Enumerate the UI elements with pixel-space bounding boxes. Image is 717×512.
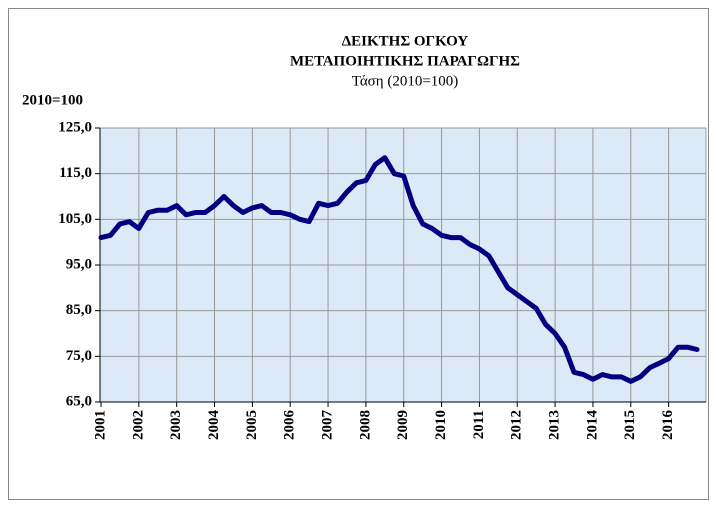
y-tick-label: 125,0 — [58, 119, 92, 135]
x-tick-label: 2001 — [92, 410, 108, 440]
x-tick-label: 2007 — [319, 410, 335, 441]
x-tick-label: 2010 — [433, 410, 449, 440]
chart-subtitle: Τάση (2010=100) — [352, 73, 459, 89]
y-tick-label: 95,0 — [66, 256, 92, 272]
x-tick-label: 2016 — [660, 410, 676, 441]
x-tick-label: 2015 — [622, 410, 638, 440]
x-tick-label: 2009 — [395, 410, 411, 440]
x-tick-label: 2014 — [584, 410, 600, 441]
x-tick-label: 2005 — [244, 410, 260, 440]
line — [98, 155, 700, 384]
y-tick-label: 85,0 — [66, 302, 92, 318]
x-tick-label: 2002 — [130, 410, 146, 440]
chart-title: ΔΕΙΚΤΗΣ ΟΓΚΟΥ — [342, 33, 469, 49]
y-tick-label: 105,0 — [58, 211, 92, 227]
x-tick-label: 2004 — [206, 410, 222, 441]
x-tick-label: 2008 — [357, 410, 373, 440]
y-tick-label: 115,0 — [59, 165, 92, 181]
x-tick-label: 2013 — [547, 410, 563, 440]
x-tick-label: 2006 — [282, 410, 298, 441]
x-tick-label: 2011 — [471, 410, 487, 439]
chart-title: ΜΕΤΑΠΟΙΗΤΙΚΗΣ ΠΑΡΑΓΩΓΗΣ — [290, 53, 520, 69]
x-tick-label: 2012 — [509, 410, 525, 440]
y-tick-label: 75,0 — [66, 348, 92, 364]
y-tick-label: 65,0 — [66, 393, 92, 409]
y-axis-label: 2010=100 — [22, 92, 83, 108]
x-tick-label: 2003 — [168, 410, 184, 440]
